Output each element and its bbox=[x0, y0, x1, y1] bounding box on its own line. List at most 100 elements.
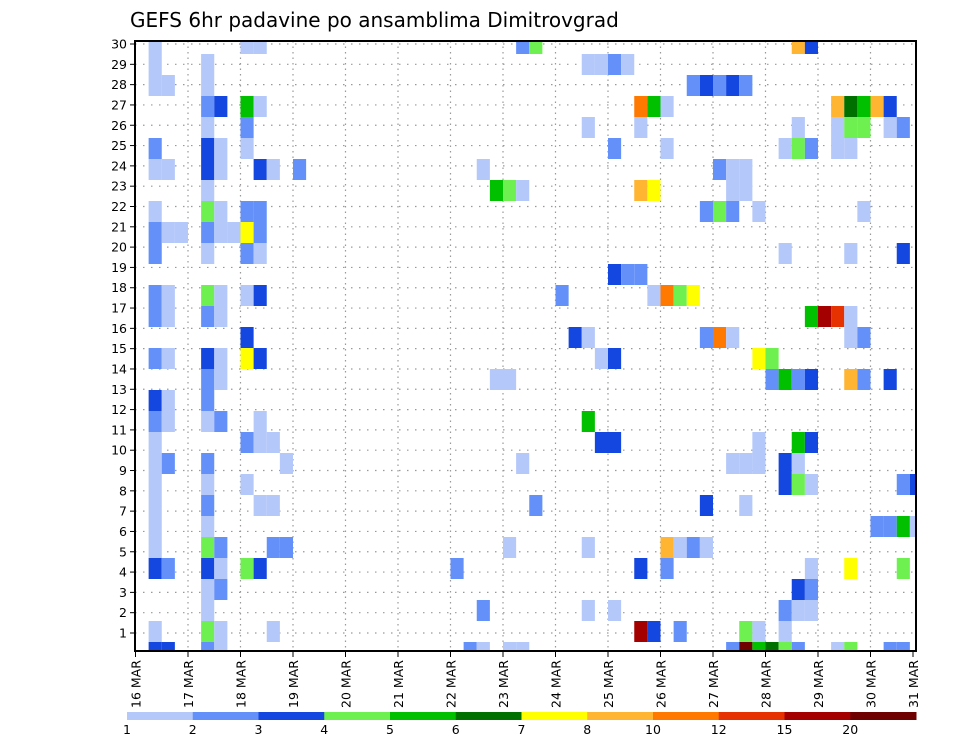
heatmap-cell bbox=[201, 621, 215, 642]
heatmap-cell bbox=[201, 243, 215, 264]
heatmap-cell bbox=[253, 495, 267, 516]
heatmap-cell bbox=[804, 369, 818, 390]
heatmap-cell bbox=[581, 327, 595, 348]
y-tick-label: 29 bbox=[111, 57, 127, 72]
x-tick-label: 25 MAR bbox=[601, 660, 616, 708]
heatmap-cell bbox=[765, 642, 779, 651]
heatmap-cell bbox=[201, 138, 215, 159]
heatmap-cell bbox=[161, 222, 175, 243]
y-tick-label: 24 bbox=[111, 158, 127, 173]
colorbar-label: 2 bbox=[189, 722, 197, 737]
heatmap-cell bbox=[726, 327, 740, 348]
heatmap-cell bbox=[214, 411, 228, 432]
heatmap-cell bbox=[896, 558, 910, 579]
heatmap-cell bbox=[818, 306, 832, 327]
y-tick-label: 10 bbox=[111, 443, 127, 458]
heatmap-cell bbox=[634, 558, 648, 579]
heatmap-cell bbox=[253, 41, 267, 54]
heatmap-cell bbox=[240, 558, 254, 579]
heatmap-cell bbox=[253, 243, 267, 264]
heatmap-cell bbox=[726, 642, 740, 651]
heatmap-cell bbox=[739, 453, 753, 474]
heatmap-cell bbox=[148, 516, 162, 537]
heatmap-cell bbox=[240, 222, 254, 243]
heatmap-cell bbox=[266, 159, 280, 180]
heatmap-cell bbox=[489, 369, 503, 390]
heatmap-cell bbox=[581, 600, 595, 621]
heatmap-cell bbox=[240, 474, 254, 495]
colorbar-swatch bbox=[324, 712, 391, 720]
heatmap-cell bbox=[214, 537, 228, 558]
heatmap-cell bbox=[634, 96, 648, 117]
y-tick-label: 9 bbox=[119, 463, 127, 478]
heatmap-cell bbox=[174, 222, 188, 243]
colorbar-swatch bbox=[258, 712, 325, 720]
x-tick-label: 16 MAR bbox=[129, 660, 144, 708]
heatmap-cell bbox=[778, 621, 792, 642]
x-tick-label: 22 MAR bbox=[444, 660, 459, 708]
heatmap-cell bbox=[634, 621, 648, 642]
heatmap-cell bbox=[804, 600, 818, 621]
heatmap-cell bbox=[660, 138, 674, 159]
heatmap-cell bbox=[857, 117, 871, 138]
heatmap-cell bbox=[831, 117, 845, 138]
y-tick-label: 2 bbox=[119, 605, 127, 620]
heatmap-cell bbox=[148, 285, 162, 306]
heatmap-cell bbox=[752, 432, 766, 453]
heatmap-cell bbox=[804, 579, 818, 600]
heatmap-cell bbox=[253, 432, 267, 453]
y-tick-label: 7 bbox=[119, 504, 127, 519]
colorbar-swatch bbox=[390, 712, 457, 720]
heatmap-cell bbox=[201, 516, 215, 537]
y-tick-label: 6 bbox=[119, 524, 127, 539]
heatmap-cell bbox=[161, 390, 175, 411]
heatmap-cell bbox=[148, 390, 162, 411]
heatmap-cell bbox=[857, 201, 871, 222]
heatmap-cell bbox=[503, 369, 517, 390]
heatmap-cell bbox=[214, 579, 228, 600]
colorbar-label: 4 bbox=[320, 722, 328, 737]
heatmap-cell bbox=[253, 285, 267, 306]
y-tick-label: 27 bbox=[111, 97, 127, 112]
heatmap-cell bbox=[214, 621, 228, 642]
heatmap-cell bbox=[240, 348, 254, 369]
heatmap-cell bbox=[713, 201, 727, 222]
heatmap-cell bbox=[778, 453, 792, 474]
heatmap-cell bbox=[673, 621, 687, 642]
heatmap-cell bbox=[201, 54, 215, 75]
heatmap-cell bbox=[909, 474, 916, 495]
heatmap-cell bbox=[253, 348, 267, 369]
heatmap-cell bbox=[581, 54, 595, 75]
heatmap-cell bbox=[896, 117, 910, 138]
heatmap-cell bbox=[148, 243, 162, 264]
colorbar-legend: 1 2 3 4 5 6 7 8 10 12 15 20 bbox=[123, 712, 917, 737]
heatmap-cell bbox=[516, 453, 530, 474]
heatmap-cell bbox=[647, 621, 661, 642]
heatmap-cell bbox=[227, 222, 241, 243]
colorbar-label: 8 bbox=[583, 722, 591, 737]
heatmap-cell bbox=[739, 159, 753, 180]
heatmap-cell bbox=[726, 159, 740, 180]
heatmap-cell bbox=[699, 327, 713, 348]
colorbar-swatch bbox=[718, 712, 785, 720]
heatmap-cell bbox=[857, 369, 871, 390]
heatmap-cell bbox=[214, 642, 228, 651]
heatmap-cell bbox=[279, 537, 293, 558]
heatmap-cell bbox=[699, 495, 713, 516]
heatmap-cell bbox=[529, 41, 543, 54]
x-tick-label: 27 MAR bbox=[706, 660, 721, 708]
heatmap-cell bbox=[844, 369, 858, 390]
heatmap-cell bbox=[476, 642, 490, 651]
y-tick-label: 16 bbox=[111, 321, 127, 336]
heatmap-cell bbox=[713, 327, 727, 348]
heatmap-cell bbox=[870, 516, 884, 537]
y-tick-label: 25 bbox=[111, 138, 127, 153]
heatmap-cell bbox=[752, 348, 766, 369]
heatmap-cell bbox=[214, 138, 228, 159]
heatmap-cell bbox=[266, 495, 280, 516]
heatmap-cell bbox=[804, 306, 818, 327]
heatmap-cell bbox=[201, 285, 215, 306]
heatmap-cell bbox=[240, 285, 254, 306]
heatmap-cell bbox=[148, 642, 162, 651]
heatmap-cell bbox=[201, 579, 215, 600]
